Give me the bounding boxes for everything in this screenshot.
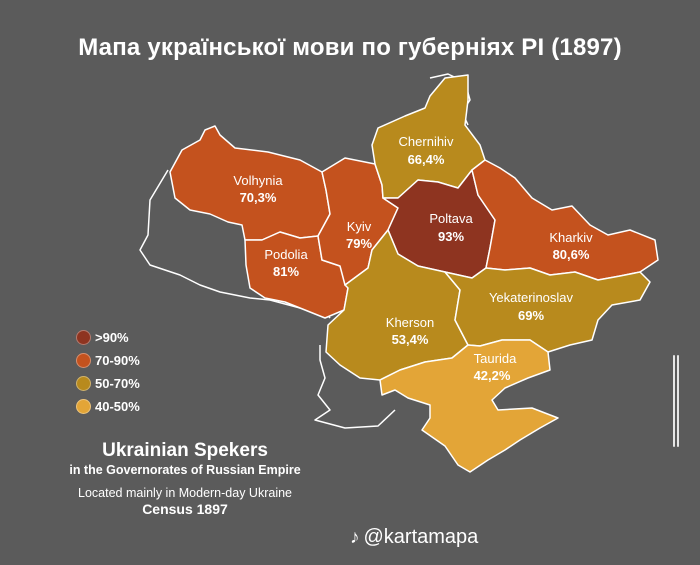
label-podolia-name: Podolia (264, 247, 308, 262)
legend-item: >90% (76, 326, 140, 349)
tiktok-icon: ♪ (350, 526, 360, 548)
watermark: ♪ @kartamapa (350, 526, 478, 549)
legend-swatch (76, 330, 91, 345)
caption-subheading: in the Governorates of Russian Empire (69, 463, 301, 477)
legend-label: 70-90% (95, 353, 140, 368)
label-kyiv-value: 79% (346, 236, 372, 251)
label-taurida-name: Taurida (474, 351, 517, 366)
caption-census: Census 1897 (142, 501, 228, 517)
legend-item: 50-70% (76, 372, 140, 395)
label-volhynia-value: 70,3% (240, 190, 277, 205)
label-yekaterinoslav-value: 69% (518, 308, 544, 323)
caption-heading: Ukrainian Spekers (102, 440, 268, 461)
label-poltava-value: 93% (438, 229, 464, 244)
scrollbar-line (673, 355, 675, 447)
legend-swatch (76, 399, 91, 414)
label-kharkiv-value: 80,6% (553, 247, 590, 262)
label-chernihiv-value: 66,4% (408, 152, 445, 167)
watermark-handle: @kartamapa (363, 526, 479, 548)
label-podolia-value: 81% (273, 264, 299, 279)
label-yekaterinoslav-name: Yekaterinoslav (489, 290, 574, 305)
label-kharkiv-name: Kharkiv (549, 230, 593, 245)
legend-label: >90% (95, 330, 129, 345)
region-taurida (379, 339, 559, 473)
region-yekaterinoslav (444, 267, 651, 353)
region-kharkiv (471, 159, 659, 281)
legend-item: 40-50% (76, 395, 140, 418)
label-taurida-value: 42,2% (474, 368, 511, 383)
map-title: Мапа української мови по губерніях РІ (1… (78, 34, 622, 61)
region-labels: Volhynia 70,3% Podolia 81% Kyiv 79% Cher… (233, 134, 593, 383)
legend-swatch (76, 376, 91, 391)
scrollbar[interactable] (673, 355, 679, 447)
label-chernihiv-name: Chernihiv (399, 134, 454, 149)
label-volhynia-name: Volhynia (233, 173, 283, 188)
label-kherson-name: Kherson (386, 315, 434, 330)
legend-item: 70-90% (76, 349, 140, 372)
legend-swatch (76, 353, 91, 368)
legend-label: 50-70% (95, 376, 140, 391)
label-kherson-value: 53,4% (392, 332, 429, 347)
scrollbar-line (677, 355, 679, 447)
label-poltava-name: Poltava (429, 211, 473, 226)
label-kyiv-name: Kyiv (347, 219, 372, 234)
caption-note: Located mainly in Modern-day Ukraine (78, 486, 292, 500)
map-legend: >90% 70-90% 50-70% 40-50% (76, 326, 140, 418)
legend-label: 40-50% (95, 399, 140, 414)
